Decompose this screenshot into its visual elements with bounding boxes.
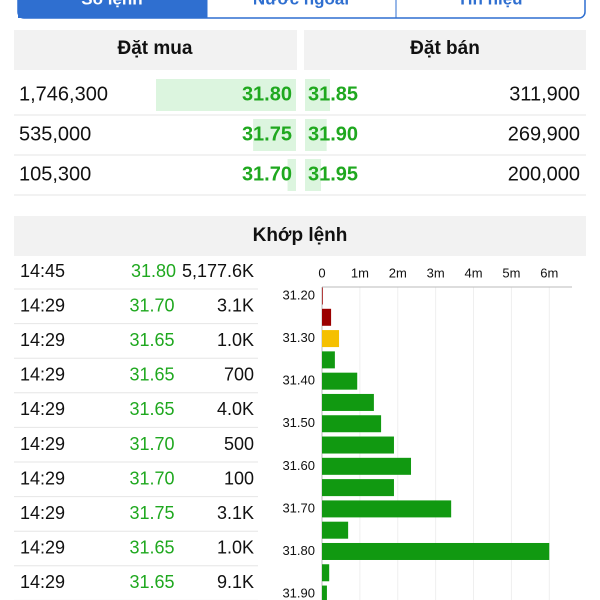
x-tick-label: 5m	[502, 265, 520, 280]
trade-volume: 100	[224, 468, 254, 488]
trade-volume: 4.0K	[217, 399, 254, 419]
trade-price: 31.70	[129, 434, 174, 454]
trade-time: 14:29	[20, 503, 65, 523]
volume-bar	[322, 500, 452, 518]
volume-bar	[322, 372, 358, 390]
trade-volume: 500	[224, 434, 254, 454]
ask-depth-bar	[305, 119, 327, 151]
trade-price: 31.65	[129, 399, 174, 419]
y-tick-label: 31.70	[282, 500, 315, 515]
x-tick-label: 1m	[351, 265, 369, 280]
trade-price: 31.65	[129, 330, 174, 350]
trade-volume: 1.0K	[217, 538, 254, 558]
trade-volume: 9.1K	[217, 572, 254, 592]
trade-time: 14:29	[20, 399, 65, 419]
volume-bar	[322, 479, 394, 497]
trade-volume: 3.1K	[217, 503, 254, 523]
trade-time: 14:29	[20, 330, 65, 350]
bid-header: Đặt mua	[118, 38, 193, 59]
matched-header-bg	[14, 216, 586, 256]
y-tick-label: 31.20	[282, 287, 315, 302]
ask-volume: 269,900	[508, 123, 580, 145]
tab-label[interactable]: Sổ lệnh	[81, 0, 142, 8]
volume-bar	[322, 585, 327, 600]
trade-time: 14:29	[20, 572, 65, 592]
volume-bar	[322, 330, 340, 348]
bid-volume: 105,300	[19, 163, 91, 185]
volume-bar	[322, 521, 349, 539]
trade-price: 31.75	[129, 503, 174, 523]
trade-price: 31.65	[129, 572, 174, 592]
trade-time: 14:29	[20, 538, 65, 558]
y-tick-label: 31.90	[282, 585, 315, 600]
x-tick-label: 0	[318, 265, 325, 280]
ask-header-bg	[304, 30, 586, 70]
ask-depth-bar	[305, 79, 331, 111]
tab-label[interactable]: Nước ngoài	[253, 0, 349, 8]
bid-price: 31.80	[242, 83, 292, 105]
y-tick-label: 31.60	[282, 458, 315, 473]
x-tick-label: 4m	[464, 265, 482, 280]
bid-price: 31.70	[242, 163, 292, 185]
volume-bar	[322, 287, 323, 305]
trade-price: 31.70	[129, 295, 174, 315]
bid-depth-bar	[156, 79, 296, 111]
trade-volume: 700	[224, 365, 254, 385]
trade-time: 14:45	[20, 261, 65, 281]
tab-label[interactable]: Tín hiệu	[457, 0, 522, 8]
bid-header-bg	[14, 30, 297, 70]
trade-volume: 5,177.6K	[182, 261, 254, 281]
y-tick-label: 31.30	[282, 330, 315, 345]
bid-volume: 1,746,300	[19, 83, 108, 105]
trade-time: 14:29	[20, 468, 65, 488]
volume-bar	[322, 564, 330, 582]
ask-depth-bar	[305, 159, 322, 191]
ask-price: 31.95	[308, 163, 358, 185]
trade-price: 31.80	[131, 261, 176, 281]
volume-bar	[322, 415, 382, 433]
trade-time: 14:29	[20, 365, 65, 385]
x-tick-label: 3m	[427, 265, 445, 280]
trade-price: 31.70	[129, 468, 174, 488]
volume-bar	[322, 351, 335, 369]
volume-bar	[322, 457, 412, 475]
trade-price: 31.65	[129, 365, 174, 385]
y-tick-label: 31.40	[282, 373, 315, 388]
x-tick-label: 6m	[540, 265, 558, 280]
bid-volume: 535,000	[19, 123, 91, 145]
bid-price: 31.75	[242, 123, 292, 145]
ask-price: 31.90	[308, 123, 358, 145]
volume-bar	[322, 542, 550, 560]
bid-depth-bar	[253, 119, 296, 151]
x-tick-label: 2m	[389, 265, 407, 280]
trade-price: 31.65	[129, 538, 174, 558]
trade-volume: 1.0K	[217, 330, 254, 350]
trade-volume: 3.1K	[217, 295, 254, 315]
trade-time: 14:29	[20, 434, 65, 454]
volume-bar	[322, 393, 374, 411]
tab-selected[interactable]	[18, 0, 207, 18]
matched-title: Khớp lệnh	[253, 225, 348, 246]
y-tick-label: 31.80	[282, 543, 315, 558]
ask-volume: 311,900	[509, 83, 580, 105]
ask-price: 31.85	[308, 83, 358, 105]
ask-volume: 200,000	[508, 163, 580, 185]
bid-depth-bar	[287, 159, 296, 191]
volume-bar	[322, 436, 394, 454]
volume-bar	[322, 308, 332, 326]
ask-header: Đặt bán	[410, 38, 480, 59]
trade-time: 14:29	[20, 295, 65, 315]
y-tick-label: 31.50	[282, 415, 315, 430]
